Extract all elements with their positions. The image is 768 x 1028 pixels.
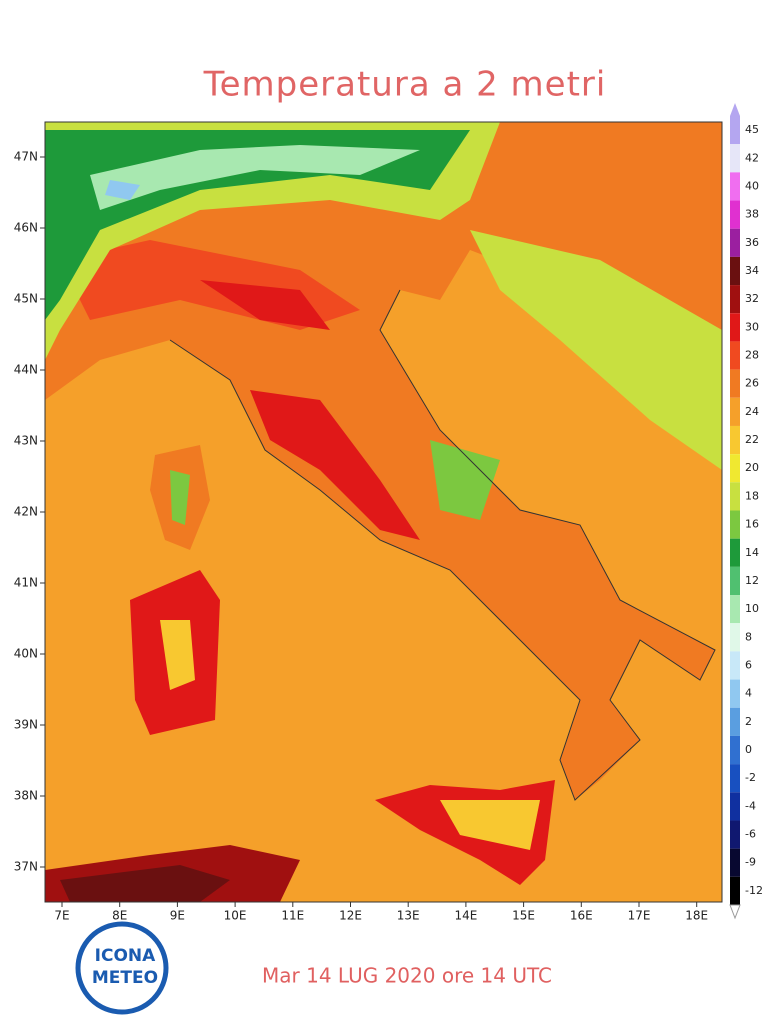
colorbar-label: 36 (745, 236, 759, 249)
logo-text: METEO (92, 968, 158, 988)
lon-label: 13E (397, 909, 420, 923)
footer-date: Mar 14 LUG 2020 ore 14 UTC (262, 964, 552, 988)
colorbar-label: 6 (745, 658, 752, 671)
colorbar-swatch (730, 735, 740, 765)
colorbar-label: 10 (745, 602, 759, 615)
colorbar-swatch (730, 228, 740, 257)
lat-label: 45N (14, 292, 38, 306)
colorbar-swatch (730, 538, 740, 567)
colorbar-swatch (730, 341, 740, 370)
colorbar-label: 16 (745, 518, 759, 531)
colorbar-swatch (730, 425, 740, 455)
colorbar-label: 20 (745, 461, 759, 474)
lat-label: 42N (14, 505, 38, 519)
colorbar-swatch (730, 623, 740, 652)
colorbar-swatch (730, 792, 740, 821)
colorbar-label: -6 (745, 828, 756, 841)
lon-label: 10E (224, 909, 247, 923)
colorbar-label: -12 (745, 884, 763, 897)
colorbar-tip (730, 103, 740, 116)
colorbar-swatch (730, 820, 740, 849)
colorbar-label: 40 (745, 179, 759, 192)
lat-label: 47N (14, 150, 38, 164)
colorbar-swatch (730, 200, 740, 229)
lon-label: 8E (112, 909, 127, 923)
lat-label: 40N (14, 647, 38, 661)
lon-label: 11E (281, 909, 304, 923)
colorbar-swatch (730, 510, 740, 539)
lon-label: 14E (454, 909, 477, 923)
logo: ICONA METEO (75, 921, 169, 1015)
lon-label: 7E (54, 909, 69, 923)
colorbar-label: 42 (745, 151, 759, 164)
colorbar-tip (729, 904, 741, 920)
colorbar-swatch (730, 876, 740, 905)
colorbar-label: 2 (745, 715, 752, 728)
colorbar-swatch (730, 256, 740, 286)
lon-label: 18E (685, 909, 708, 923)
colorbar-label: 34 (745, 264, 759, 277)
lon-label: 17E (628, 909, 651, 923)
colorbar-label: -9 (745, 856, 756, 869)
colorbar-swatch (730, 144, 740, 173)
lon-label: 12E (339, 909, 362, 923)
colorbar-swatch (730, 454, 740, 483)
colorbar-swatch (730, 482, 740, 511)
colorbar-label: 8 (745, 630, 752, 643)
colorbar-swatch (730, 397, 740, 426)
colorbar-label: 24 (745, 405, 759, 418)
title: Temperatura a 2 metri (203, 65, 607, 105)
colorbar-swatch (730, 679, 740, 708)
colorbar-swatch (730, 116, 740, 145)
logo-text: ICONA (95, 946, 156, 966)
lat-label: 39N (14, 718, 38, 732)
map (45, 122, 722, 902)
colorbar-label: 12 (745, 574, 759, 587)
colorbar-swatch (730, 707, 740, 736)
colorbar-label: 45 (745, 123, 759, 136)
colorbar: 4542403836343230282624222018161412108642… (729, 103, 763, 920)
lat-label: 46N (14, 221, 38, 235)
colorbar-label: 22 (745, 433, 759, 446)
colorbar-swatch (730, 172, 740, 201)
colorbar-swatch (730, 313, 740, 342)
colorbar-label: 4 (745, 687, 752, 700)
colorbar-label: 28 (745, 349, 759, 362)
lat-label: 38N (14, 789, 38, 803)
colorbar-swatch (730, 651, 740, 680)
lat-axis: 47N 46N 45N 44N 43N 42N 41N 40N 39N 38N 37N (14, 150, 45, 874)
colorbar-swatch (730, 848, 740, 877)
colorbar-label: 14 (745, 546, 759, 559)
colorbar-label: 26 (745, 377, 759, 390)
colorbar-label: 32 (745, 292, 759, 305)
colorbar-swatch (730, 285, 740, 314)
colorbar-swatch (730, 764, 740, 793)
colorbar-label: 30 (745, 320, 759, 333)
lat-label: 43N (14, 434, 38, 448)
lon-label: 9E (170, 909, 185, 923)
lon-label: 16E (570, 909, 593, 923)
colorbar-label: -4 (745, 799, 756, 812)
lon-label: 15E (512, 909, 535, 923)
colorbar-label: 0 (745, 743, 752, 756)
lat-label: 37N (14, 860, 38, 874)
colorbar-label: 18 (745, 489, 759, 502)
colorbar-swatch (730, 369, 740, 398)
lon-axis: 7E 8E 9E 10E 11E 12E 13E 14E 15E 16E 17E 18E (54, 902, 708, 923)
lat-label: 41N (14, 576, 38, 590)
colorbar-label: -2 (745, 771, 756, 784)
colorbar-swatch (730, 566, 740, 596)
lat-label: 44N (14, 363, 38, 377)
colorbar-swatch (730, 595, 740, 624)
colorbar-label: 38 (745, 208, 759, 221)
